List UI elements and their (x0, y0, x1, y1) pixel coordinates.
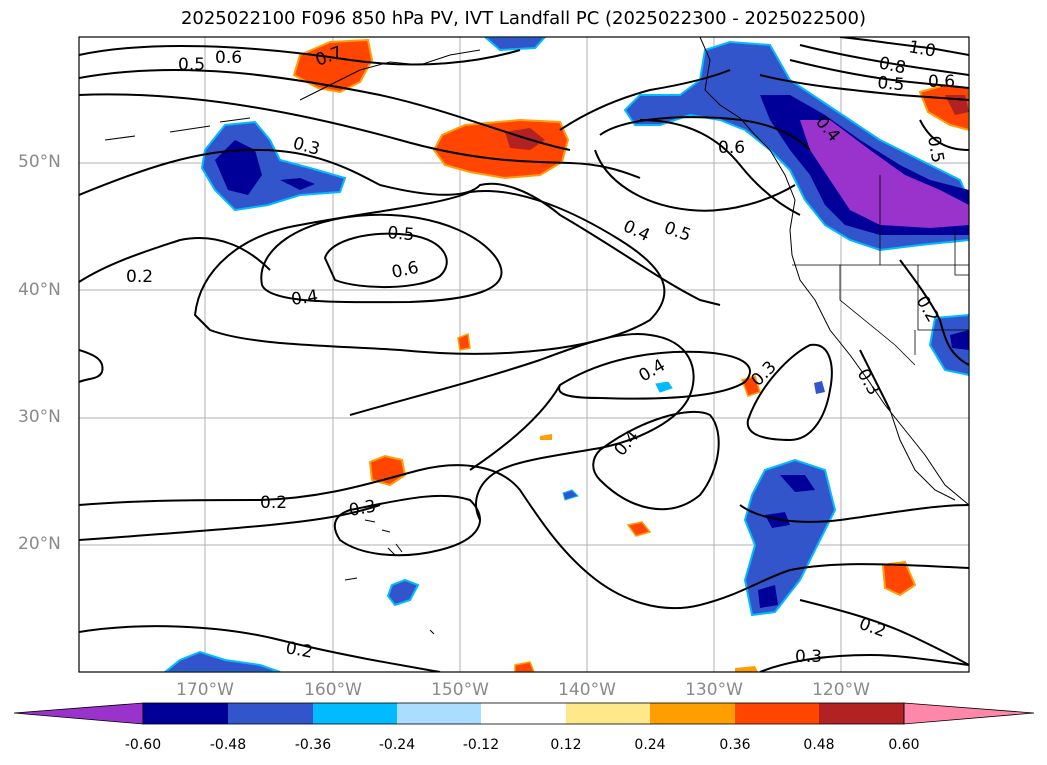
contour-0.3-coast2 (859, 349, 891, 411)
contour-0.5-ne (759, 74, 969, 101)
contour-label: 0.5 (877, 73, 906, 95)
contour-label: 0.6 (928, 72, 955, 92)
contour-0.3-coast (899, 259, 969, 366)
colorbar-tick: 0.48 (803, 737, 835, 753)
contour-0.4-center (558, 350, 751, 400)
lon-label-160w: 160°W (304, 680, 362, 700)
lat-label-50n: 50°N (18, 152, 61, 172)
contour-0.3-south (333, 494, 481, 557)
colorbar (13, 702, 1035, 725)
contour-right-edge (79, 349, 104, 383)
contour-0.5-right (919, 119, 969, 151)
contour-0.3-north (79, 93, 641, 179)
contour-1.0 (839, 37, 969, 56)
colorbar-segment (143, 703, 228, 724)
colorbar-segment (650, 703, 735, 724)
contour-0.2-lower (79, 504, 381, 541)
lat-label-30n: 30°N (18, 407, 61, 427)
lon-label-120w: 120°W (812, 680, 870, 700)
contour-label: 0.2 (126, 267, 153, 287)
contour-label: 0.6 (215, 48, 242, 68)
contour-0.2-loop (79, 237, 271, 283)
contour-0.6-ne (789, 59, 969, 89)
colorbar-tick: 0.12 (550, 737, 582, 753)
contour-label: 0.5 (923, 134, 947, 164)
colorbar-tick: -0.48 (209, 737, 247, 753)
contour-0.5-top (79, 68, 571, 151)
contour-label: 0.5 (387, 223, 416, 245)
contour-0.6-top (79, 44, 521, 66)
lat-label-40n: 40°N (18, 280, 61, 300)
colorbar-segment (313, 703, 397, 724)
contour-0.4-south (469, 384, 561, 471)
colorbar-segment (228, 703, 313, 724)
lon-label-170w: 170°W (176, 680, 234, 700)
contour-0.4-pnw (559, 69, 731, 131)
aleutian-islands (104, 117, 251, 141)
lon-label-130w: 130°W (685, 680, 743, 700)
colorbar-tick: -0.60 (124, 737, 162, 753)
map-title: 2025022100 F096 850 hPa PV, IVT Landfall… (180, 8, 867, 29)
lat-label-20n: 20°N (18, 534, 61, 554)
colorbar-tick: 0.60 (888, 737, 920, 753)
blob-pos-north (292, 38, 374, 94)
contour-label: 0.3 (795, 647, 822, 667)
hawaii-islands (364, 519, 403, 557)
colorbar-tick: -0.36 (294, 737, 332, 753)
colorbar-tick: 0.24 (634, 737, 666, 753)
pv-contours (79, 37, 969, 672)
contour-0.8 (799, 44, 969, 76)
contour-0.2-right (799, 599, 969, 666)
contour-0.3-east (639, 119, 801, 216)
colorbar-segment (735, 703, 819, 724)
colorbar-arrow-high (903, 702, 1035, 725)
colorbar-tick: 0.36 (719, 737, 751, 753)
lon-label-140w: 140°W (558, 680, 616, 700)
contour-0.3-center (349, 333, 695, 521)
contour-0.2-west (79, 148, 721, 306)
contour-0.5-pnw (599, 116, 811, 151)
contour-label: 1.0 (907, 37, 937, 61)
contour-0.3-east-loop (746, 343, 833, 442)
map-plot-area: 0.6 0.7 0.5 0.3 0.5 0.6 0.4 0.2 0.4 0.5 … (79, 37, 969, 672)
contour-label: 0.6 (718, 138, 745, 158)
contour-label: 0.2 (260, 493, 287, 513)
contour-label: 0.3 (347, 497, 377, 521)
colorbar-segment (819, 703, 904, 724)
contour-0.2-bottom (79, 625, 441, 672)
lon-label-150w: 150°W (431, 680, 489, 700)
contour-label: 0.4 (290, 286, 320, 310)
colorbar-segment (566, 703, 650, 724)
contour-0.6-loop (323, 232, 448, 289)
baja-coast (889, 409, 956, 501)
contour-0.4-subtropic (592, 411, 720, 511)
north-america-coast (699, 37, 969, 506)
colorbar-tick: -0.12 (462, 737, 500, 753)
colorbar-segment (481, 703, 566, 724)
colorbar-tick: -0.24 (378, 737, 416, 753)
map-frame (78, 36, 970, 673)
colorbar-segment (397, 703, 481, 724)
contour-0.5-loop (260, 213, 503, 304)
contour-0.2-middle (79, 464, 969, 610)
contour-label: 0.5 (178, 55, 205, 75)
blob-neg-subtropical (743, 458, 837, 617)
state-borders (792, 175, 969, 366)
contour-0.4-loop (193, 190, 666, 355)
contour-0.3-right (739, 504, 969, 523)
contour-label: 0.2 (284, 638, 314, 662)
positive-pv-areas (292, 38, 969, 672)
contour-0.3-bottom (759, 653, 969, 672)
colorbar-arrow-low (13, 702, 144, 725)
contour-0.4-mid (594, 149, 796, 212)
